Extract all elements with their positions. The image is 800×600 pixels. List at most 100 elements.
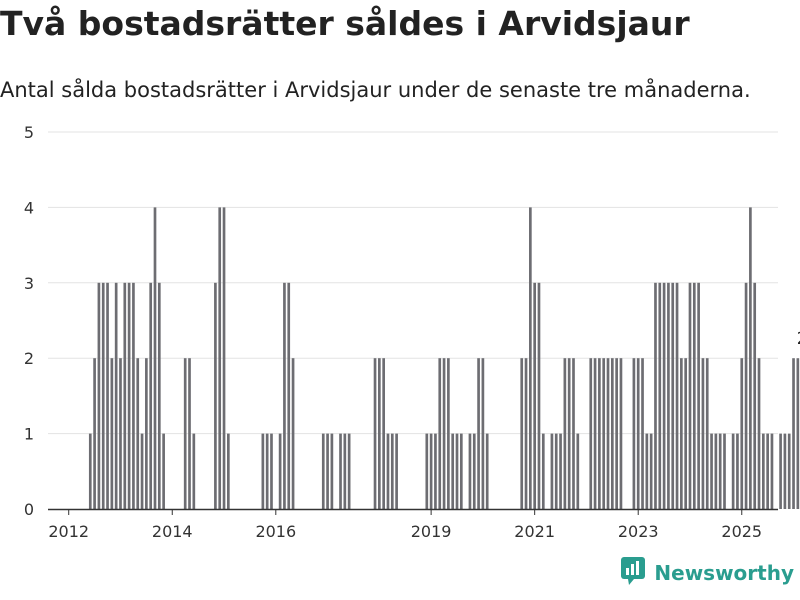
bar — [563, 358, 567, 509]
bar — [684, 358, 688, 509]
bar — [632, 358, 636, 509]
x-tick-label: 2023 — [618, 522, 659, 541]
bar — [680, 358, 683, 509]
bar — [373, 358, 377, 509]
bar — [524, 358, 528, 509]
bar — [576, 433, 580, 509]
bar — [598, 358, 601, 509]
bar — [529, 207, 532, 509]
y-tick-label: 0 — [24, 500, 34, 519]
bar — [145, 358, 148, 509]
x-tick-label: 2025 — [721, 522, 762, 541]
bar — [455, 433, 459, 509]
bar — [701, 358, 705, 509]
x-axis: 2012 2014 2016 2019 2021 2023 2025 — [48, 508, 778, 541]
bar — [615, 358, 618, 509]
bar — [434, 433, 437, 509]
bar — [438, 358, 442, 509]
bar — [386, 433, 390, 509]
bar — [339, 433, 342, 509]
bar — [88, 433, 92, 509]
y-axis-ticks: 0 1 2 3 4 5 — [24, 123, 34, 519]
bar — [110, 358, 114, 509]
y-tick-label: 5 — [24, 123, 34, 142]
bar — [183, 358, 187, 509]
bar — [796, 358, 800, 509]
bar — [321, 433, 325, 509]
bar — [149, 282, 153, 509]
bar — [619, 358, 623, 509]
bar — [692, 282, 696, 509]
bar — [227, 433, 230, 509]
bar — [119, 358, 122, 509]
x-tick-label: 2012 — [48, 522, 89, 541]
bar — [520, 358, 524, 509]
bar — [132, 282, 135, 509]
bar — [429, 433, 433, 509]
bar — [97, 282, 101, 509]
bar — [753, 282, 757, 509]
bar — [731, 433, 735, 509]
bar — [697, 282, 700, 509]
bar — [593, 358, 597, 509]
bar — [610, 358, 614, 509]
bar — [602, 358, 606, 509]
bar — [606, 358, 610, 509]
bar — [749, 207, 752, 509]
bar — [714, 433, 718, 509]
bar — [533, 282, 537, 509]
bar — [662, 282, 666, 509]
bar — [481, 358, 485, 509]
bar — [283, 282, 286, 509]
bar — [740, 358, 744, 509]
bar — [541, 433, 545, 509]
bar — [270, 433, 273, 509]
bar — [382, 358, 385, 509]
bars — [88, 207, 800, 509]
bar — [222, 207, 226, 509]
bar — [153, 207, 157, 509]
bar — [705, 358, 709, 509]
bar — [723, 433, 726, 509]
bar — [783, 433, 787, 509]
bar — [451, 433, 455, 509]
bar — [93, 358, 96, 509]
bar — [761, 433, 765, 509]
bar — [671, 282, 675, 509]
bar-value-label: 2 — [797, 329, 800, 349]
bar — [278, 433, 282, 509]
chart-subtitle: Antal sålda bostadsrätter i Arvidsjaur u… — [0, 78, 751, 102]
bar — [192, 433, 196, 509]
bar — [343, 433, 347, 509]
bar — [567, 358, 571, 509]
bar — [140, 433, 144, 509]
bar — [291, 358, 295, 509]
bar — [330, 433, 334, 509]
bar — [537, 282, 541, 509]
bar — [641, 358, 644, 509]
x-tick-label: 2021 — [514, 522, 555, 541]
newsworthy-logo-icon — [620, 556, 646, 590]
bar — [459, 433, 463, 509]
bar — [261, 433, 265, 509]
bar — [792, 358, 795, 509]
brand-logo: Newsworthy — [620, 556, 794, 590]
bar — [589, 358, 593, 509]
bar — [101, 282, 105, 509]
brand-name: Newsworthy — [654, 561, 794, 585]
bar — [106, 282, 109, 509]
bar — [447, 358, 450, 509]
bar — [636, 358, 640, 509]
bar — [779, 433, 782, 509]
bar — [136, 358, 140, 509]
bar — [425, 433, 429, 509]
x-tick-label: 2019 — [411, 522, 452, 541]
bar — [787, 433, 791, 509]
bar — [572, 358, 575, 509]
data-labels: 2 — [797, 329, 800, 349]
bar — [123, 282, 127, 509]
bar — [472, 433, 476, 509]
y-tick-label: 1 — [24, 425, 34, 444]
bar — [649, 433, 653, 509]
bar — [390, 433, 394, 509]
